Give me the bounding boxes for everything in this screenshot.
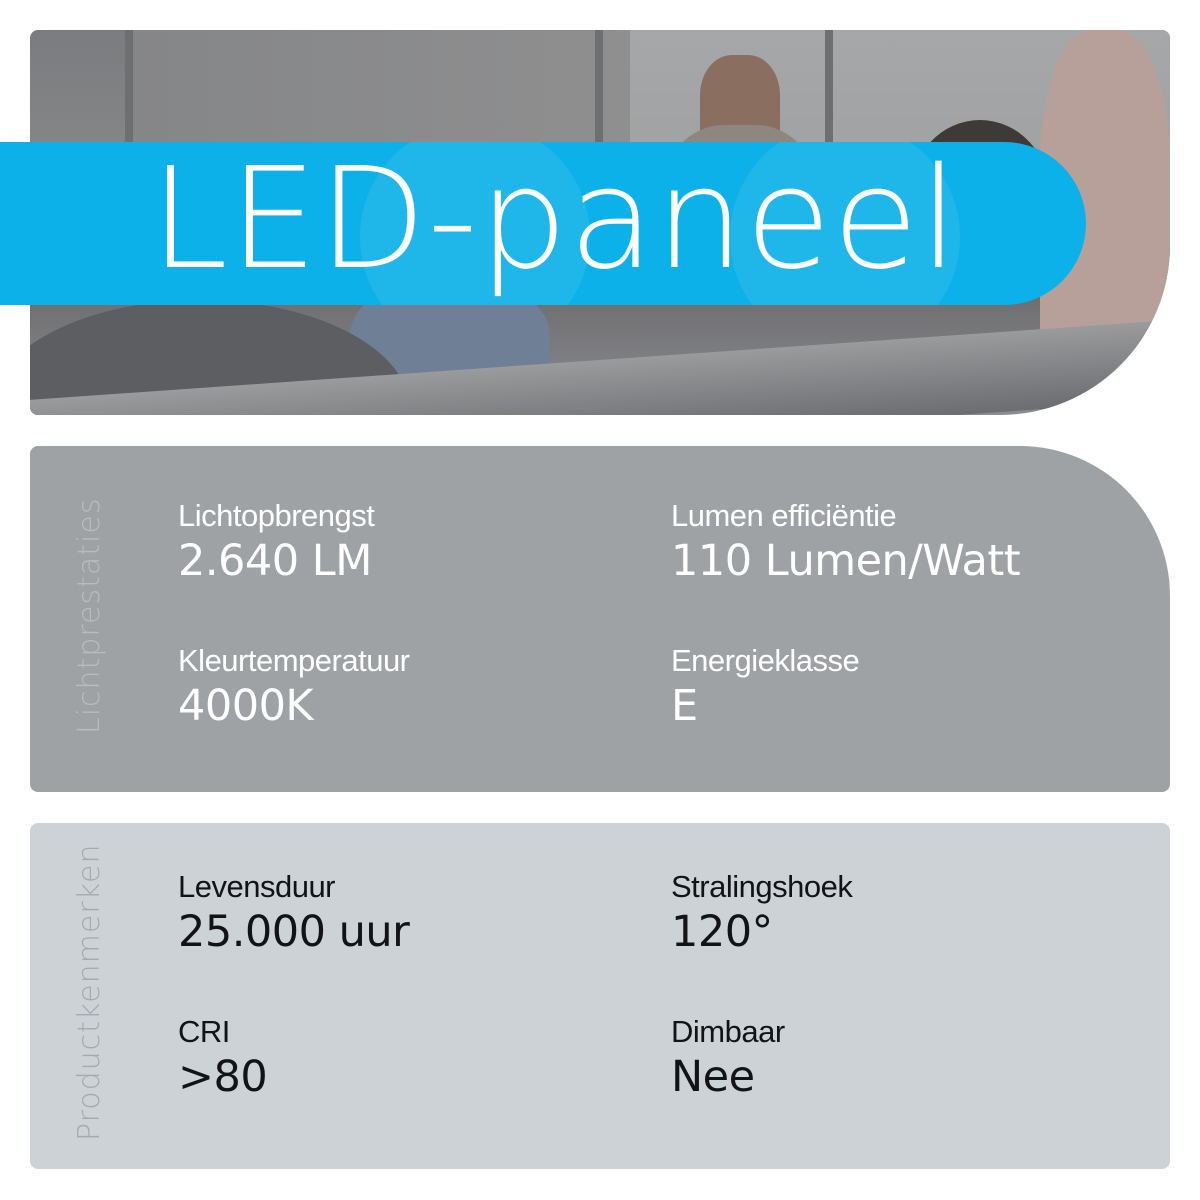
spec-value: E bbox=[671, 681, 698, 731]
spec-value: >80 bbox=[178, 1052, 268, 1102]
spec-value: 25.000 uur bbox=[178, 907, 410, 957]
banner-decoration bbox=[360, 142, 590, 305]
spec-value: 4000K bbox=[178, 681, 314, 731]
spec-label: Kleurtemperatuur bbox=[178, 643, 410, 678]
spec-item: Energieklasse E bbox=[671, 643, 860, 733]
spec-label: CRI bbox=[178, 1014, 230, 1049]
title-banner: LED-paneel bbox=[0, 142, 1086, 305]
spec-item: CRI >80 bbox=[178, 1014, 268, 1104]
spec-item: Lumen efficiëntie 110 Lumen/Watt bbox=[671, 498, 1021, 588]
spec-label: Energieklasse bbox=[671, 643, 860, 678]
spec-value: 110 Lumen/Watt bbox=[671, 536, 1021, 586]
section-heading: Productkenmerken bbox=[72, 843, 107, 1141]
section-lichtprestaties: Lichtprestaties Lichtopbrengst 2.640 LM … bbox=[30, 446, 1170, 792]
section-heading: Lichtprestaties bbox=[72, 497, 107, 734]
spec-value: 120° bbox=[671, 907, 773, 957]
spec-label: Lichtopbrengst bbox=[178, 498, 375, 533]
banner-decoration bbox=[730, 142, 960, 305]
spec-label: Levensduur bbox=[178, 869, 336, 904]
section-productkenmerken: Productkenmerken Levensduur 25.000 uur S… bbox=[30, 823, 1170, 1169]
spec-label: Dimbaar bbox=[671, 1014, 785, 1049]
spec-item: Levensduur 25.000 uur bbox=[178, 869, 410, 959]
spec-item: Stralingshoek 120° bbox=[671, 869, 853, 959]
spec-label: Lumen efficiëntie bbox=[671, 498, 897, 533]
spec-item: Kleurtemperatuur 4000K bbox=[178, 643, 410, 733]
page-title: LED-paneel bbox=[150, 142, 960, 301]
spec-label: Stralingshoek bbox=[671, 869, 853, 904]
spec-value: 2.640 LM bbox=[178, 536, 372, 586]
spec-item: Dimbaar Nee bbox=[671, 1014, 785, 1104]
spec-item: Lichtopbrengst 2.640 LM bbox=[178, 498, 375, 588]
spec-value: Nee bbox=[671, 1052, 755, 1102]
